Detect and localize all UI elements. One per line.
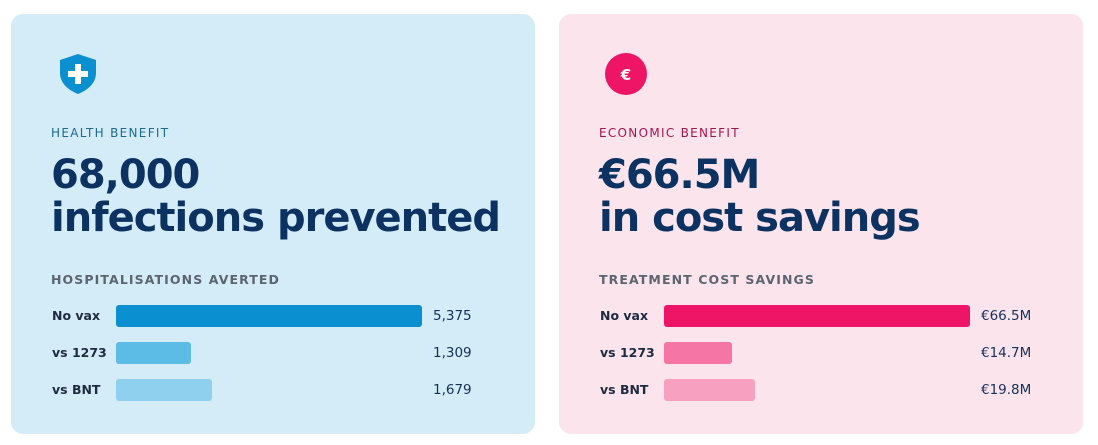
shield-plus-icon — [56, 52, 100, 96]
health-headline-number: 68,000 — [51, 152, 200, 198]
economic-headline-text: in cost savings — [599, 195, 921, 241]
bar-value: €19.8M — [981, 382, 1032, 398]
bar-value: 5,375 — [433, 308, 472, 324]
economic-bar-row: vs 1273 €14.7M — [599, 342, 1039, 364]
health-bar-row: No vax 5,375 — [51, 305, 491, 327]
bar — [116, 305, 422, 327]
bar — [116, 379, 212, 401]
bar-track — [664, 342, 970, 364]
bar — [116, 342, 191, 364]
bar-track — [116, 379, 422, 401]
bar — [664, 305, 970, 327]
health-headline-text: infections prevented — [51, 195, 501, 241]
health-benefit-card: HEALTH BENEFIT 68,000 infections prevent… — [11, 14, 535, 434]
economic-headline: €66.5M in cost savings — [599, 152, 921, 241]
health-bar-row: vs 1273 1,309 — [51, 342, 491, 364]
bar-value: €14.7M — [981, 345, 1032, 361]
bar-label: No vax — [52, 308, 101, 323]
economic-benefit-card: € ECONOMIC BENEFIT €66.5M in cost saving… — [559, 14, 1083, 434]
bar-track — [116, 342, 422, 364]
bar-label: vs 1273 — [52, 345, 107, 360]
bar-value: €66.5M — [981, 308, 1032, 324]
bar-track — [116, 305, 422, 327]
bar-value: 1,309 — [433, 345, 472, 361]
economic-bar-row: No vax €66.5M — [599, 305, 1039, 327]
bar-label: vs BNT — [600, 382, 649, 397]
bar — [664, 342, 732, 364]
health-section-title: HOSPITALISATIONS AVERTED — [51, 272, 281, 287]
euro-coin-icon: € — [604, 52, 648, 96]
health-bar-row: vs BNT 1,679 — [51, 379, 491, 401]
bar-value: 1,679 — [433, 382, 472, 398]
economic-bar-row: vs BNT €19.8M — [599, 379, 1039, 401]
svg-text:€: € — [620, 66, 631, 84]
bar-track — [664, 305, 970, 327]
bar-label: vs BNT — [52, 382, 101, 397]
economic-section-title: TREATMENT COST SAVINGS — [599, 272, 815, 287]
bar-label: No vax — [600, 308, 649, 323]
economic-headline-number: €66.5M — [599, 152, 760, 198]
bar — [664, 379, 756, 401]
bar-label: vs 1273 — [600, 345, 655, 360]
bar-track — [664, 379, 970, 401]
economic-eyebrow: ECONOMIC BENEFIT — [599, 126, 740, 140]
health-headline: 68,000 infections prevented — [51, 152, 501, 241]
health-eyebrow: HEALTH BENEFIT — [51, 126, 170, 140]
